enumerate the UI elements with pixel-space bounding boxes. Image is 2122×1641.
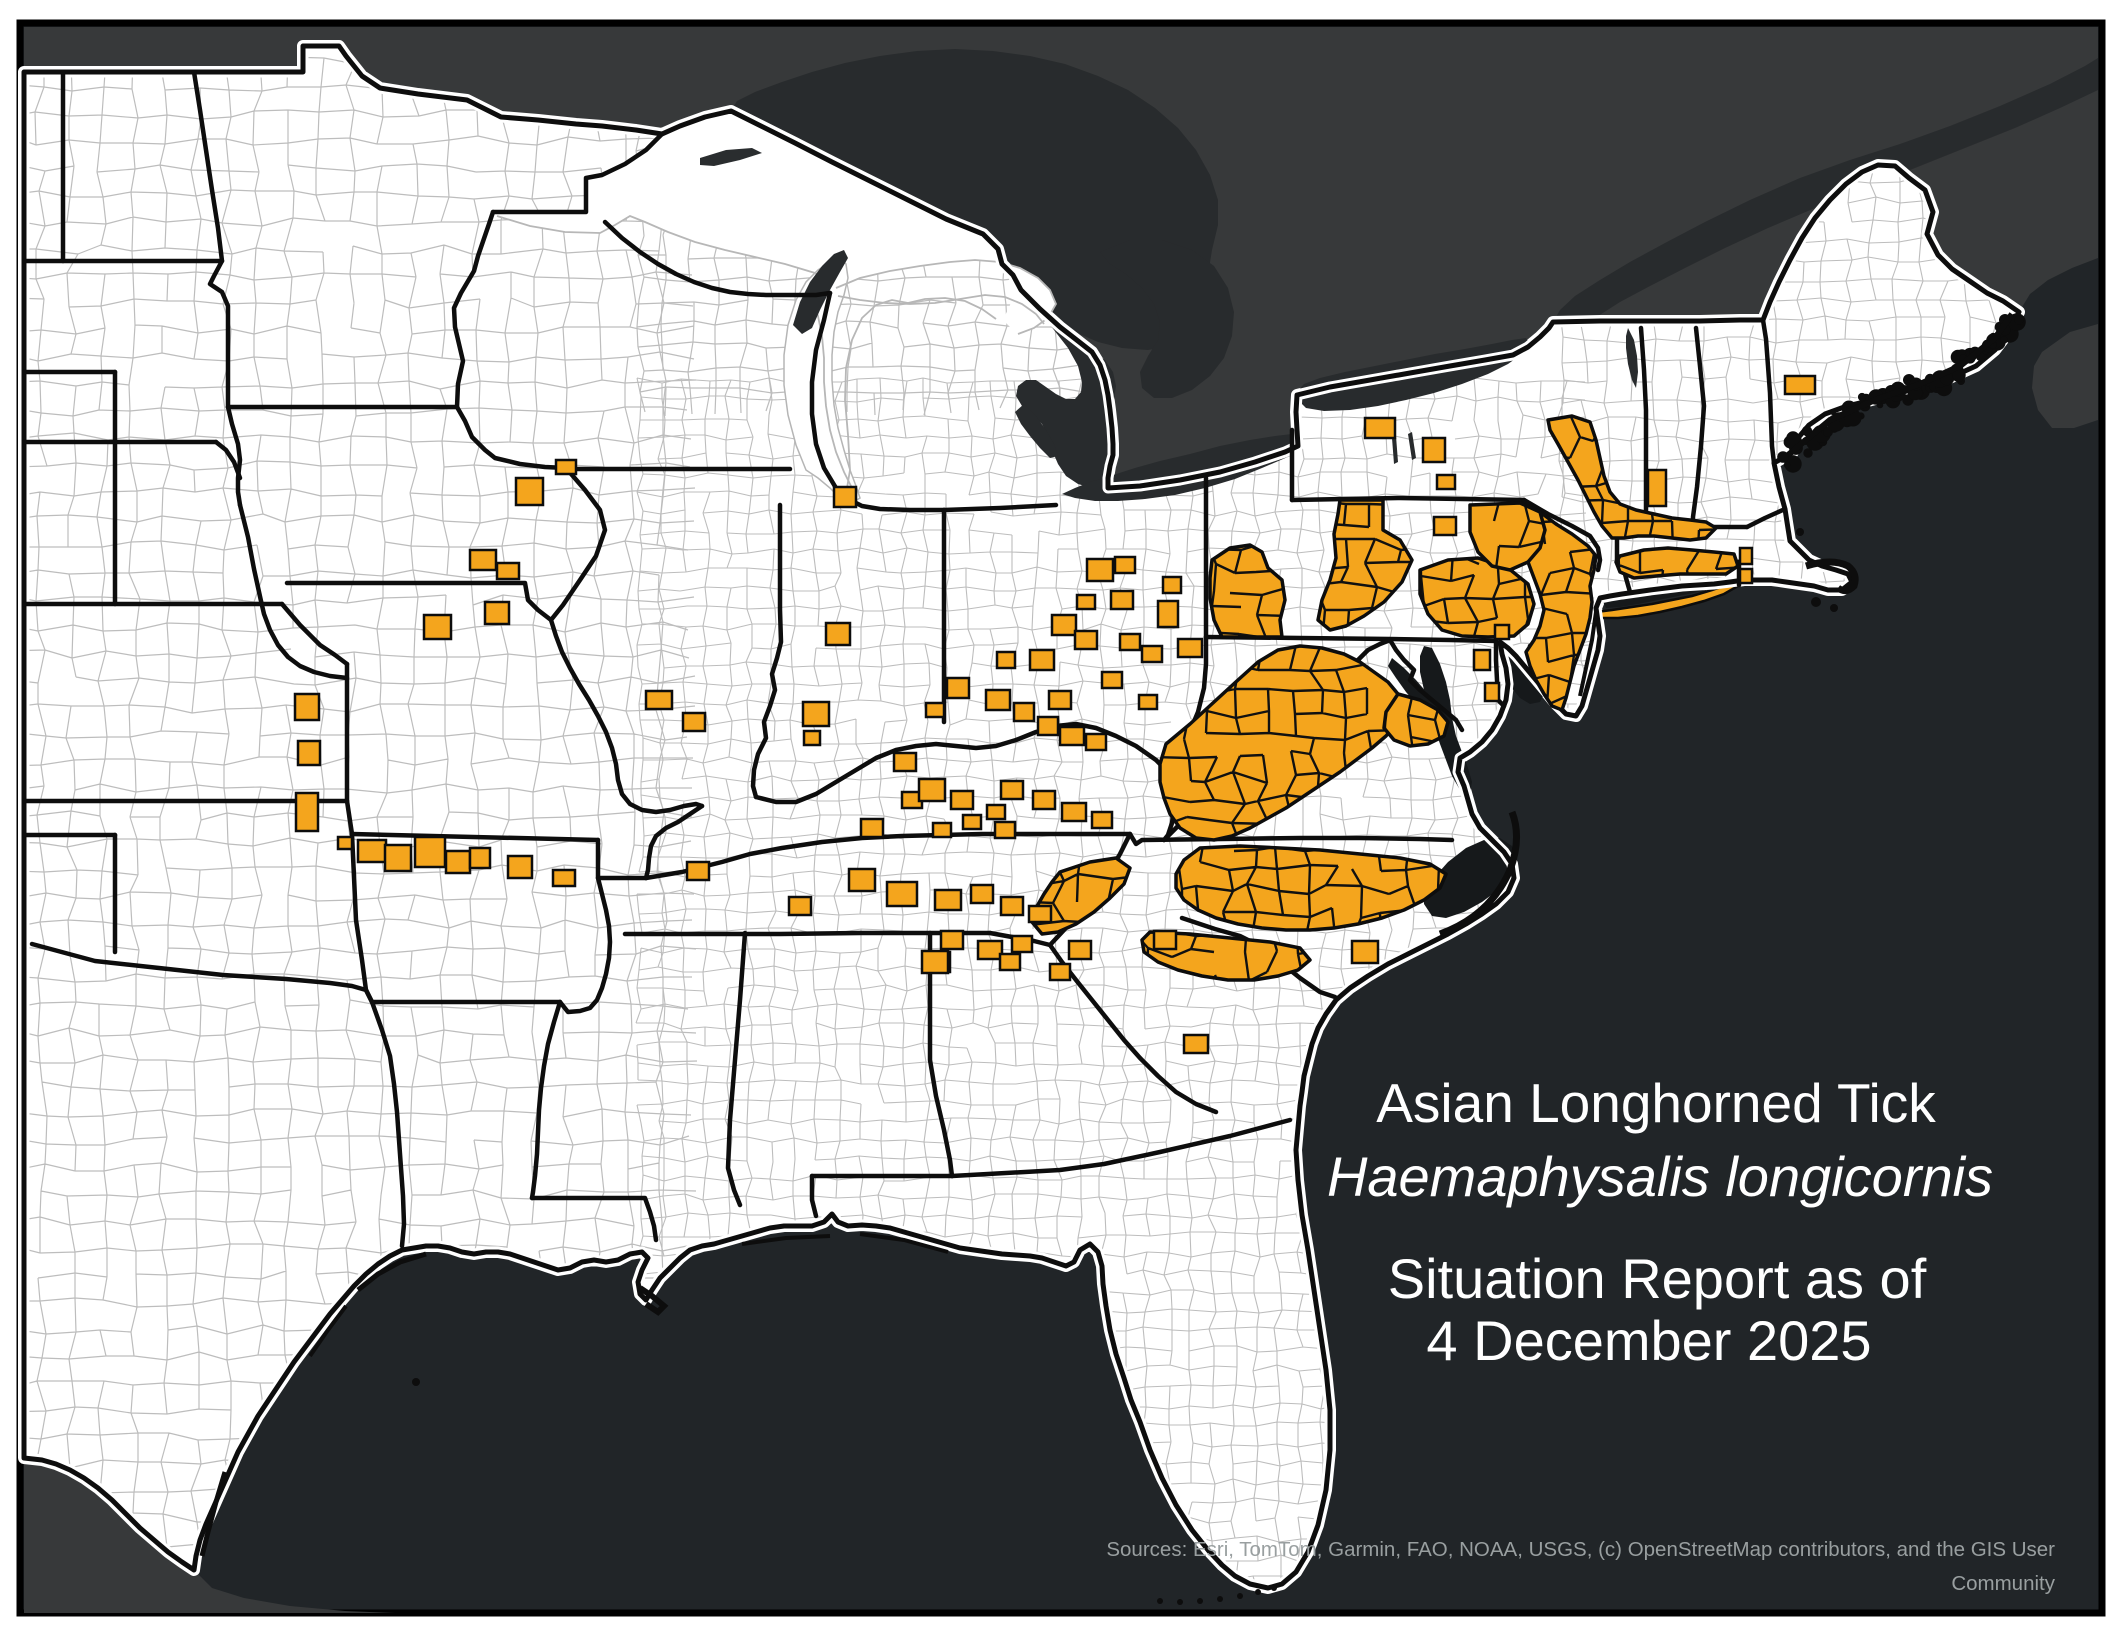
svg-text:Community: Community <box>1951 1572 2055 1595</box>
svg-text:4 December 2025: 4 December 2025 <box>1426 1309 1871 1372</box>
svg-text:Sources: Esri, TomTom, Garmin: Sources: Esri, TomTom, Garmin, FAO, NOAA… <box>1106 1538 2055 1561</box>
svg-text:Situation Report as of: Situation Report as of <box>1388 1247 1927 1310</box>
svg-text:Haemaphysalis longicornis: Haemaphysalis longicornis <box>1327 1145 1993 1208</box>
svg-text:Asian Longhorned Tick: Asian Longhorned Tick <box>1376 1072 1936 1134</box>
